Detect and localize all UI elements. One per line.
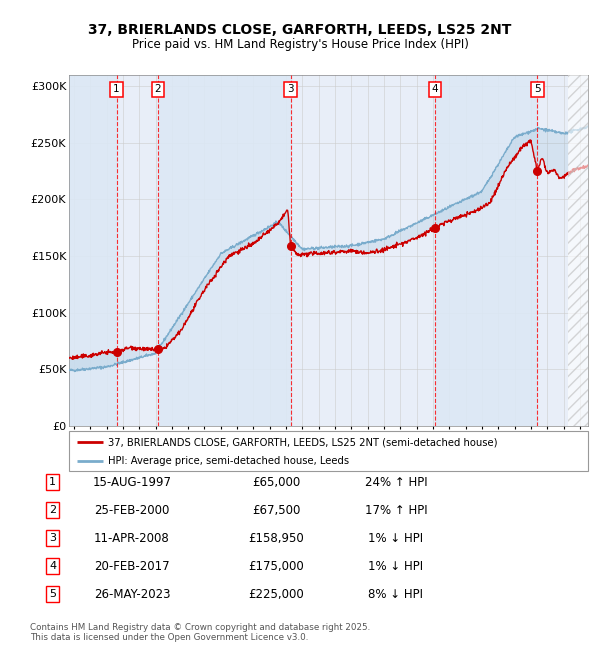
Text: £158,950: £158,950	[248, 532, 304, 545]
Text: 20-FEB-2017: 20-FEB-2017	[94, 560, 170, 573]
Text: 37, BRIERLANDS CLOSE, GARFORTH, LEEDS, LS25 2NT (semi-detached house): 37, BRIERLANDS CLOSE, GARFORTH, LEEDS, L…	[108, 437, 497, 447]
Text: 26-MAY-2023: 26-MAY-2023	[94, 588, 170, 601]
Text: 24% ↑ HPI: 24% ↑ HPI	[365, 476, 427, 489]
Text: £175,000: £175,000	[248, 560, 304, 573]
Text: 5: 5	[49, 589, 56, 599]
Text: 25-FEB-2000: 25-FEB-2000	[94, 504, 170, 517]
Bar	[435, 75, 538, 426]
Text: £225,000: £225,000	[248, 588, 304, 601]
Text: 37, BRIERLANDS CLOSE, GARFORTH, LEEDS, LS25 2NT: 37, BRIERLANDS CLOSE, GARFORTH, LEEDS, L…	[88, 23, 512, 37]
Text: HPI: Average price, semi-detached house, Leeds: HPI: Average price, semi-detached house,…	[108, 456, 349, 466]
Text: 3: 3	[287, 84, 294, 94]
Text: 1% ↓ HPI: 1% ↓ HPI	[368, 532, 424, 545]
Bar	[69, 75, 116, 426]
Text: £67,500: £67,500	[252, 504, 300, 517]
Text: 1: 1	[49, 477, 56, 488]
Text: Contains HM Land Registry data © Crown copyright and database right 2025.
This d: Contains HM Land Registry data © Crown c…	[30, 623, 370, 642]
Text: 17% ↑ HPI: 17% ↑ HPI	[365, 504, 427, 517]
Text: 1: 1	[113, 84, 120, 94]
Text: 11-APR-2008: 11-APR-2008	[94, 532, 170, 545]
Text: 8% ↓ HPI: 8% ↓ HPI	[368, 588, 424, 601]
Text: 15-AUG-1997: 15-AUG-1997	[92, 476, 172, 489]
Text: 5: 5	[534, 84, 541, 94]
Text: 4: 4	[49, 561, 56, 571]
Bar	[158, 75, 290, 426]
Text: 3: 3	[49, 533, 56, 543]
Text: 2: 2	[49, 505, 56, 515]
Text: 1% ↓ HPI: 1% ↓ HPI	[368, 560, 424, 573]
Text: 4: 4	[432, 84, 439, 94]
FancyBboxPatch shape	[69, 431, 588, 471]
Text: £65,000: £65,000	[252, 476, 300, 489]
Text: 2: 2	[155, 84, 161, 94]
Text: Price paid vs. HM Land Registry's House Price Index (HPI): Price paid vs. HM Land Registry's House …	[131, 38, 469, 51]
